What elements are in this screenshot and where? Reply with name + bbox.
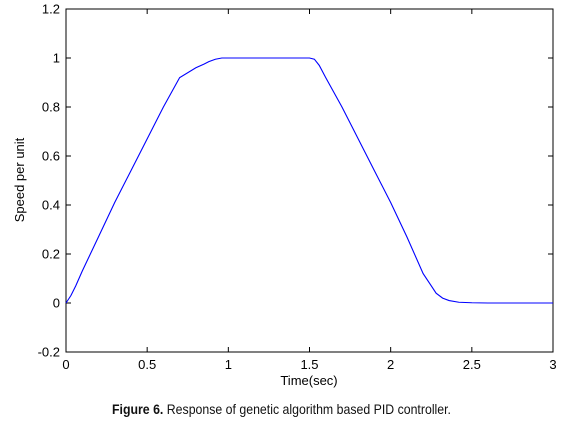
y-axis-label: Speed per unit bbox=[12, 137, 27, 222]
y-tick-label: 0.2 bbox=[42, 247, 60, 262]
x-tick-label: 0.5 bbox=[138, 357, 156, 372]
series-line bbox=[65, 57, 553, 304]
x-tick-label: 1 bbox=[225, 357, 232, 372]
figure-caption: Figure 6. Response of genetic algorithm … bbox=[34, 401, 529, 417]
y-tick-label: 0.6 bbox=[42, 149, 60, 164]
x-tick-label: 0 bbox=[62, 357, 69, 372]
x-axis-label: Time(sec) bbox=[280, 373, 337, 388]
plot-area bbox=[65, 8, 554, 353]
y-tick-label: 0.4 bbox=[42, 198, 60, 213]
chart-figure: 0 0.5 1 1.5 2 2.5 3 -0.200.20.40.60.811.2 Time… bbox=[12, 2, 557, 389]
caption-text: Response of genetic algorithm based PID … bbox=[163, 401, 451, 417]
y-tick-label: -0.2 bbox=[38, 345, 60, 360]
x-tick-label: 2 bbox=[387, 357, 394, 372]
y-tick-labels: -0.2 0 0.2 0.4 0.6 0.8 1 1.2 bbox=[38, 2, 60, 360]
y-tick-label: 0 bbox=[53, 296, 60, 311]
x-tick-label: 3 bbox=[549, 357, 556, 372]
figure-label: Figure 6. bbox=[112, 401, 164, 417]
y-tick-label: 1 bbox=[53, 51, 60, 66]
y-tick-label: 0.8 bbox=[42, 100, 60, 115]
x-tick-labels: 0 0.5 1 1.5 2 2.5 3 bbox=[62, 357, 556, 372]
y-tick-label: 1.2 bbox=[42, 2, 60, 17]
x-tick-label: 1.5 bbox=[300, 357, 318, 372]
x-tick-label: 2.5 bbox=[463, 357, 481, 372]
